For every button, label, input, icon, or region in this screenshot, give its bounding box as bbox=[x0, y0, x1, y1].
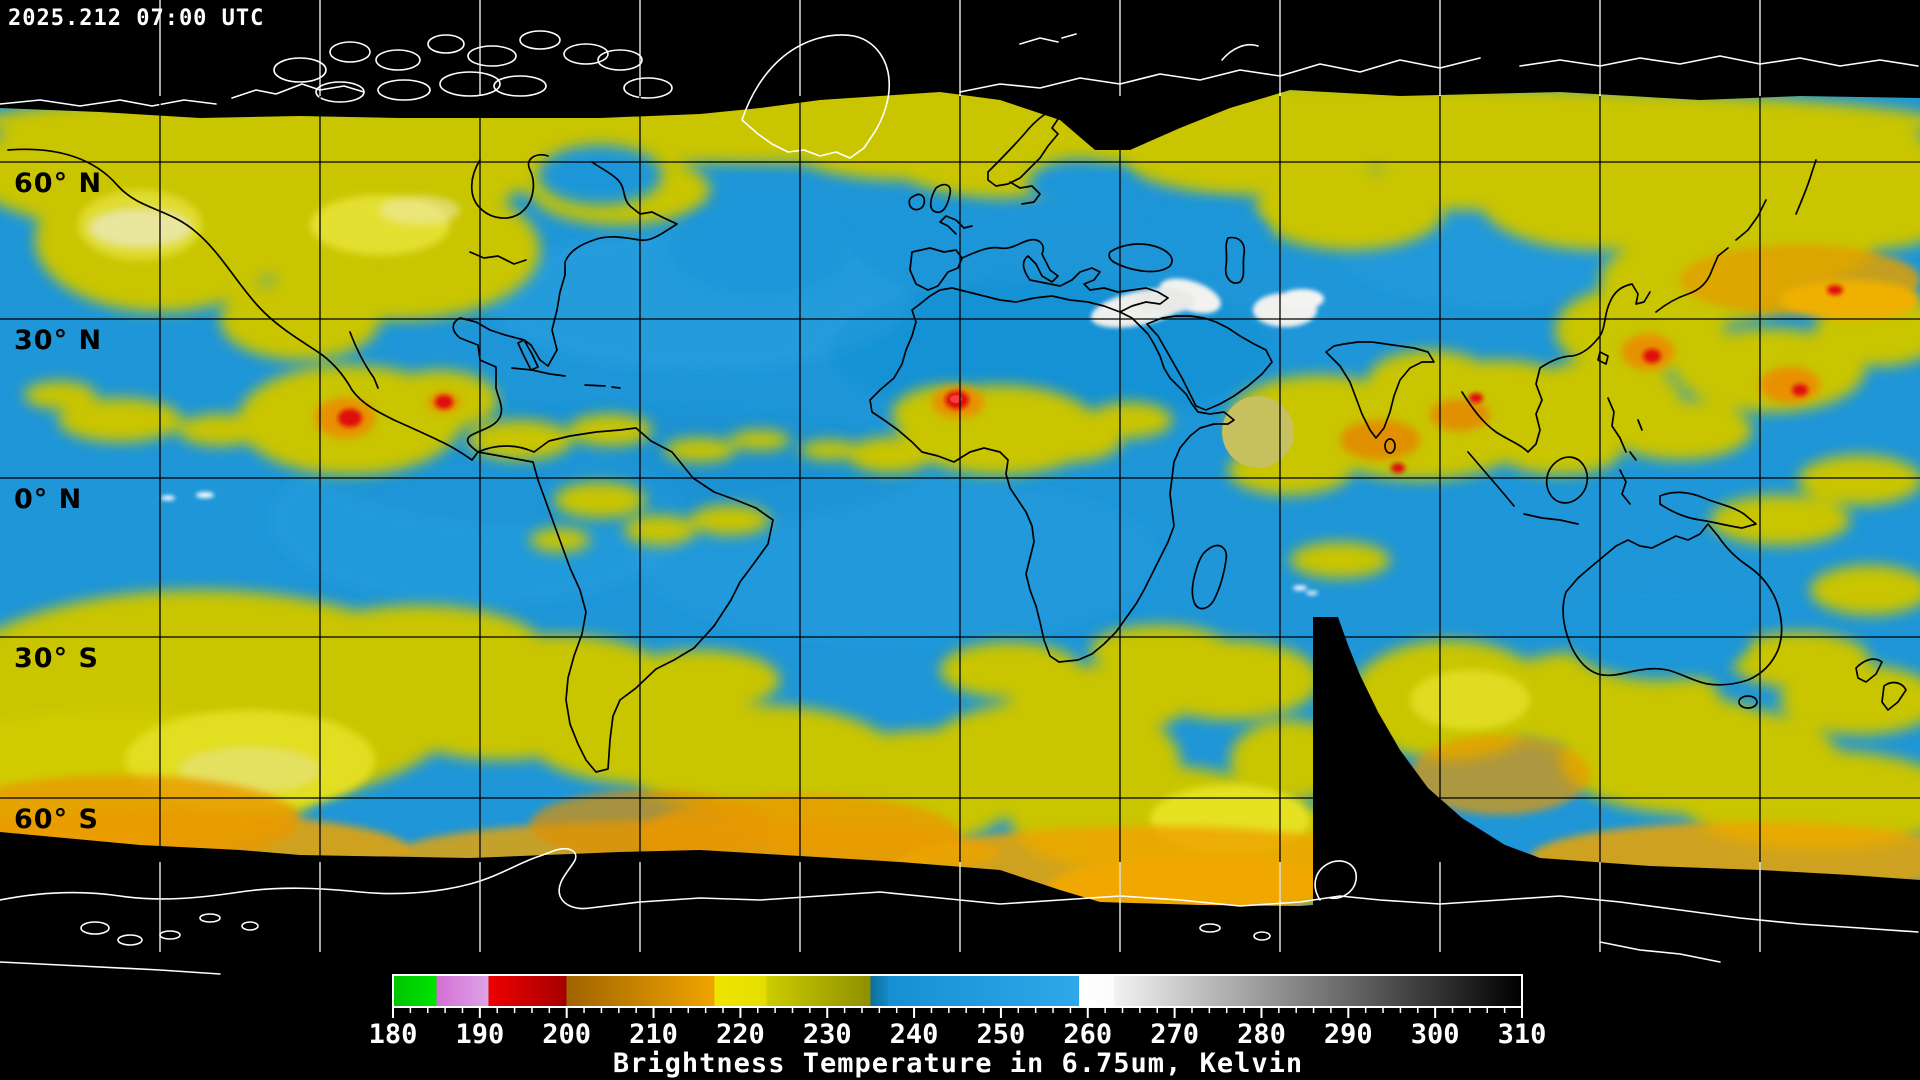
colorbar-tick-label: 280 bbox=[1237, 1019, 1286, 1050]
colorbar-tick-label: 260 bbox=[1063, 1019, 1112, 1050]
timestamp-label: 2025.212 07:00 UTC bbox=[8, 6, 264, 31]
polar-coastlines bbox=[0, 30, 1919, 975]
colorbar: 180 190 200 210 220 230 240 250 260 270 280 290 300 3… bbox=[369, 974, 1547, 1079]
graticule bbox=[0, 0, 1920, 952]
colorbar-tick-label: 220 bbox=[716, 1019, 765, 1050]
lat-label-0n: 0° N bbox=[14, 484, 82, 515]
colorbar-tick-label: 310 bbox=[1498, 1019, 1547, 1050]
colorbar-tick-label: 290 bbox=[1324, 1019, 1373, 1050]
lat-label-30s: 30° S bbox=[14, 643, 99, 674]
colorbar-tick-label: 200 bbox=[542, 1019, 591, 1050]
latitude-labels: 60° N 30° N 0° N 30° S 60° S bbox=[14, 168, 102, 835]
lat-label-60s: 60° S bbox=[14, 804, 99, 835]
coastlines bbox=[7, 109, 1907, 773]
lat-label-60n: 60° N bbox=[14, 168, 102, 199]
colorbar-tick-label: 300 bbox=[1411, 1019, 1460, 1050]
colorbar-ticks: 180 190 200 210 220 230 240 250 260 270 280 290 300 3… bbox=[369, 1007, 1547, 1050]
colorbar-tick-label: 270 bbox=[1150, 1019, 1199, 1050]
colorbar-tick-label: 230 bbox=[803, 1019, 852, 1050]
colorbar-tick-label: 190 bbox=[455, 1019, 504, 1050]
satellite-subpoint-disk bbox=[1222, 396, 1294, 468]
colorbar-tick-label: 210 bbox=[629, 1019, 678, 1050]
colorbar-tick-label: 250 bbox=[977, 1019, 1026, 1050]
colorbar-tick-label: 180 bbox=[369, 1019, 418, 1050]
colorbar-tick-label: 240 bbox=[890, 1019, 939, 1050]
colorbar-title: Brightness Temperature in 6.75um, Kelvin bbox=[613, 1048, 1303, 1079]
lat-label-30n: 30° N bbox=[14, 325, 102, 356]
colorbar-gradient-bar bbox=[392, 974, 1523, 1008]
